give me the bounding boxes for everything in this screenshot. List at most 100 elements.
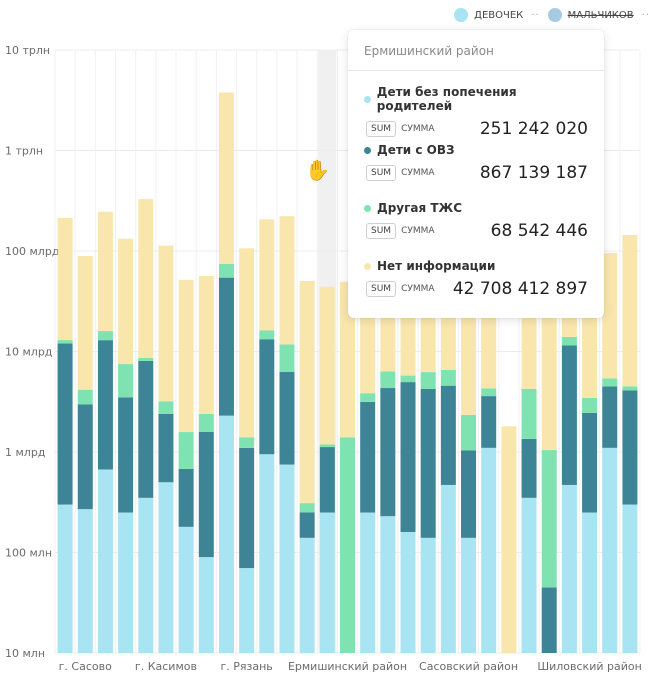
- legend-swatch-boys: [547, 8, 562, 22]
- bar-segment: [97, 211, 113, 332]
- bar-segment: [319, 447, 335, 513]
- tooltip-category: Нет информации: [377, 259, 496, 273]
- bar-segment: [299, 537, 315, 653]
- series-dot-icon: [364, 262, 371, 270]
- bar-segment: [299, 503, 315, 513]
- bar-segment: [622, 504, 638, 653]
- bar-segment: [380, 388, 396, 517]
- bar-segment: [380, 371, 396, 389]
- bar-segment: [138, 497, 154, 653]
- hand-cursor-icon: ✋: [305, 158, 330, 182]
- bar-segment: [319, 512, 335, 653]
- bar-segment: [279, 216, 295, 345]
- bar-segment: [239, 248, 255, 438]
- aggregation-badge: SUM: [366, 223, 397, 239]
- bar-segment: [57, 340, 73, 344]
- y-tick-label: 1 млрд: [5, 446, 46, 459]
- y-tick-label: 10 млрд: [5, 346, 53, 359]
- y-tick-label: 10 млн: [5, 647, 45, 660]
- bar-segment: [622, 390, 638, 505]
- bar-segment: [158, 245, 174, 402]
- bar-segment: [561, 484, 577, 653]
- bar-segment: [582, 412, 598, 513]
- legend: ДЕВОЧЕК ·· МАЛЬЧИКОВ ··: [454, 8, 650, 22]
- bar-segment: [198, 557, 214, 653]
- legend-separator: ··: [531, 9, 540, 21]
- bar-segment: [118, 397, 134, 513]
- bar-segment: [602, 253, 618, 379]
- tooltip-category: Другая ТЖС: [377, 201, 463, 215]
- bar-segment: [400, 382, 416, 532]
- bar-segment: [57, 217, 73, 341]
- bar-segment: [561, 345, 577, 485]
- bar-segment: [602, 378, 618, 387]
- bar-segment: [582, 397, 598, 413]
- bar-segment: [299, 512, 315, 538]
- bar-segment: [198, 413, 214, 432]
- bar-segment: [218, 277, 234, 416]
- bar-segment: [420, 388, 436, 538]
- bar-segment: [279, 464, 295, 653]
- bar-segment: [218, 263, 234, 278]
- legend-item-girls[interactable]: ДЕВОЧЕК: [454, 8, 523, 22]
- bar-segment: [481, 447, 497, 653]
- tooltip-row: Дети без попечения родителей SUM СУММА 2…: [364, 85, 588, 139]
- bar-segment: [77, 509, 93, 653]
- bar-segment: [198, 431, 214, 558]
- bar-segment: [158, 413, 174, 483]
- bar-segment: [602, 447, 618, 653]
- tooltip-row: Дети с ОВЗ SUM СУММА 867 139 187: [364, 143, 588, 195]
- aggregation-label: СУММА: [401, 124, 435, 134]
- bar-segment: [259, 454, 275, 653]
- bar-segment: [420, 372, 436, 389]
- bar-segment: [279, 372, 295, 465]
- bar-segment: [299, 280, 315, 504]
- y-tick-label: 1 трлн: [5, 145, 43, 158]
- tooltip-value: 42 708 412 897: [452, 279, 588, 299]
- bar-segment: [118, 364, 134, 398]
- bar-segment: [138, 360, 154, 498]
- bar-segment: [440, 369, 456, 386]
- aggregation-label: СУММА: [401, 226, 435, 236]
- y-tick-label: 100 млн: [5, 547, 52, 560]
- bar-segment: [521, 497, 537, 653]
- bar-segment: [259, 339, 275, 455]
- bar-segment: [259, 219, 275, 331]
- x-tick-label: г. Рязань: [220, 660, 272, 673]
- bar-segment: [138, 199, 154, 358]
- tooltip-value: 68 542 446: [490, 221, 588, 241]
- aggregation-badge: SUM: [366, 165, 397, 181]
- bar-segment: [622, 386, 638, 391]
- bar-segment: [461, 414, 477, 451]
- legend-separator: ··: [641, 9, 650, 21]
- bar-segment: [178, 279, 194, 433]
- bar-segment: [178, 432, 194, 469]
- bar-segment: [118, 512, 134, 653]
- bar-segment: [541, 587, 557, 653]
- legend-item-boys[interactable]: МАЛЬЧИКОВ: [547, 8, 634, 22]
- tooltip-category: Дети с ОВЗ: [377, 143, 455, 157]
- bar-segment: [57, 504, 73, 653]
- bar-segment: [440, 385, 456, 485]
- bar-segment: [158, 482, 174, 653]
- bar-segment: [259, 330, 275, 340]
- bar-segment: [218, 415, 234, 653]
- x-tick-label: Шиловский район: [537, 660, 641, 673]
- bar-segment: [360, 512, 376, 653]
- bar-segment: [461, 450, 477, 538]
- legend-swatch-girls: [454, 8, 469, 22]
- aggregation-badge: SUM: [366, 281, 397, 297]
- x-tick-label: г. Касимов: [135, 660, 197, 673]
- tooltip-value: 867 139 187: [479, 163, 588, 183]
- tooltip-category: Дети без попечения родителей: [376, 85, 517, 113]
- bar-segment: [481, 396, 497, 448]
- bar-segment: [239, 437, 255, 448]
- bar-segment: [561, 336, 577, 346]
- bar-segment: [622, 234, 638, 387]
- bar-segment: [319, 286, 335, 445]
- bar-segment: [97, 469, 113, 653]
- bar-segment: [340, 281, 355, 438]
- bar-segment: [77, 389, 93, 405]
- bar-segment: [279, 344, 295, 373]
- bar-segment: [420, 537, 436, 653]
